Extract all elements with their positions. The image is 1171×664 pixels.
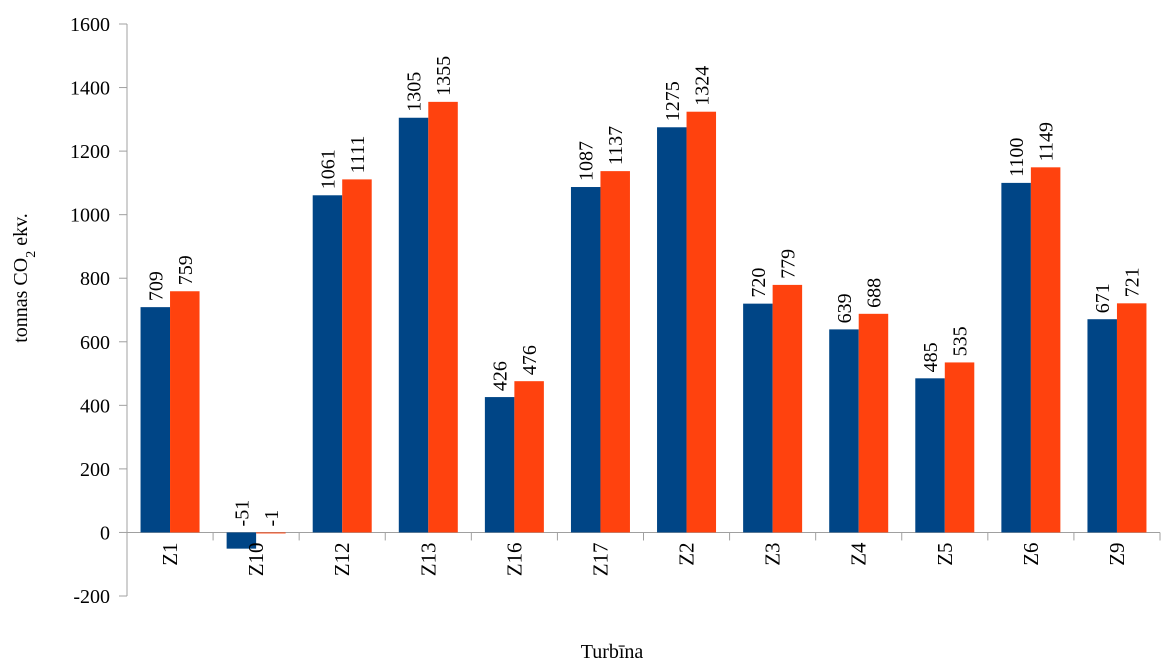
y-tick-label: 1000	[70, 205, 110, 227]
x-category-label: Z17	[588, 542, 612, 576]
x-category-label: Z3	[761, 542, 785, 565]
bar-series-2	[342, 179, 372, 533]
data-label: 1275	[662, 81, 684, 121]
data-label: 720	[748, 268, 770, 298]
data-label: -1	[261, 510, 283, 527]
y-tick-label: 1600	[70, 14, 110, 36]
bar-series-1	[915, 378, 945, 533]
bar-series-2	[686, 111, 717, 533]
data-label: 476	[519, 345, 541, 375]
data-label: 709	[145, 271, 167, 301]
y-axis-title-subscript: 2	[24, 251, 39, 258]
labels: Z1 Z10 Z12 Z13 Z16 Z17 Z2 Z3 Z4 Z5 Z6 Z9 709 -51 1061 1…	[145, 56, 1143, 576]
data-label: 1355	[433, 56, 455, 96]
x-category-label: Z6	[1019, 542, 1043, 565]
data-label: 779	[777, 249, 799, 279]
y-axis-title-suffix: ekv.	[10, 213, 32, 251]
y-axis-title: tonnas CO2 ekv.	[10, 213, 39, 343]
y-tick-label: -200	[73, 586, 110, 608]
data-label: 1305	[404, 72, 426, 112]
data-label: 1061	[317, 149, 339, 189]
y-tick-label: 800	[80, 268, 110, 290]
data-label: 688	[863, 278, 885, 308]
bar-series-1	[657, 127, 687, 533]
data-label: 535	[950, 326, 972, 356]
bar-series-2	[944, 362, 975, 533]
data-label: 639	[834, 293, 856, 323]
x-category-label: Z9	[1105, 542, 1129, 565]
data-label: 671	[1092, 283, 1114, 313]
axes: -200 0 200 400 600 800 1000 1200 1400 1600	[70, 14, 1161, 608]
x-category-label: Z10	[244, 542, 268, 576]
y-tick-label: 0	[100, 522, 110, 544]
bar-series-1	[570, 187, 601, 533]
bar-series-1	[398, 117, 429, 533]
data-label: 426	[490, 361, 512, 391]
bar-series-2	[1030, 167, 1061, 533]
bar-series-2	[858, 313, 889, 533]
y-axis-title-prefix: tonnas CO	[10, 258, 32, 343]
x-axis-title: Turbīna	[581, 641, 644, 663]
bar-series-1	[1001, 182, 1031, 533]
bar-series-1	[226, 532, 257, 549]
data-label: 1111	[347, 136, 369, 174]
y-tick-label: 400	[80, 395, 110, 417]
bar-series-2	[428, 101, 458, 533]
bar-series-2	[1116, 303, 1147, 533]
bar-series-2	[514, 381, 544, 533]
x-category-label: Z16	[502, 542, 526, 576]
bar-series-1	[312, 195, 343, 533]
bar-series-1	[140, 307, 171, 533]
x-category-label: Z4	[847, 542, 871, 566]
bar-series-2	[600, 171, 630, 533]
data-label: 759	[175, 255, 197, 285]
x-category-label: Z1	[158, 542, 182, 565]
y-tick-label: 200	[80, 459, 110, 481]
data-label: 1324	[691, 66, 713, 106]
data-label: 1100	[1006, 138, 1028, 177]
data-label: 721	[1122, 267, 1144, 297]
bar-series-1	[1087, 319, 1117, 533]
data-label: 1149	[1036, 122, 1058, 161]
bars	[140, 101, 1147, 549]
data-label: 1087	[576, 141, 598, 181]
x-category-label: Z13	[416, 542, 440, 576]
x-category-label: Z2	[675, 542, 699, 565]
data-label: 485	[920, 342, 942, 372]
data-label: -51	[231, 500, 253, 527]
data-label: 1137	[605, 126, 627, 165]
y-tick-label: 1200	[70, 141, 110, 163]
x-category-label: Z12	[330, 542, 354, 576]
x-category-label: Z5	[933, 542, 957, 565]
bar-series-1	[484, 397, 515, 533]
y-tick-label: 600	[80, 332, 110, 354]
bar-series-2	[772, 284, 803, 533]
y-tick-label: 1400	[70, 78, 110, 100]
bar-series-1	[829, 329, 859, 533]
bar-series-2	[170, 291, 200, 533]
bar-series-2	[256, 532, 286, 534]
bar-series-1	[743, 303, 773, 533]
